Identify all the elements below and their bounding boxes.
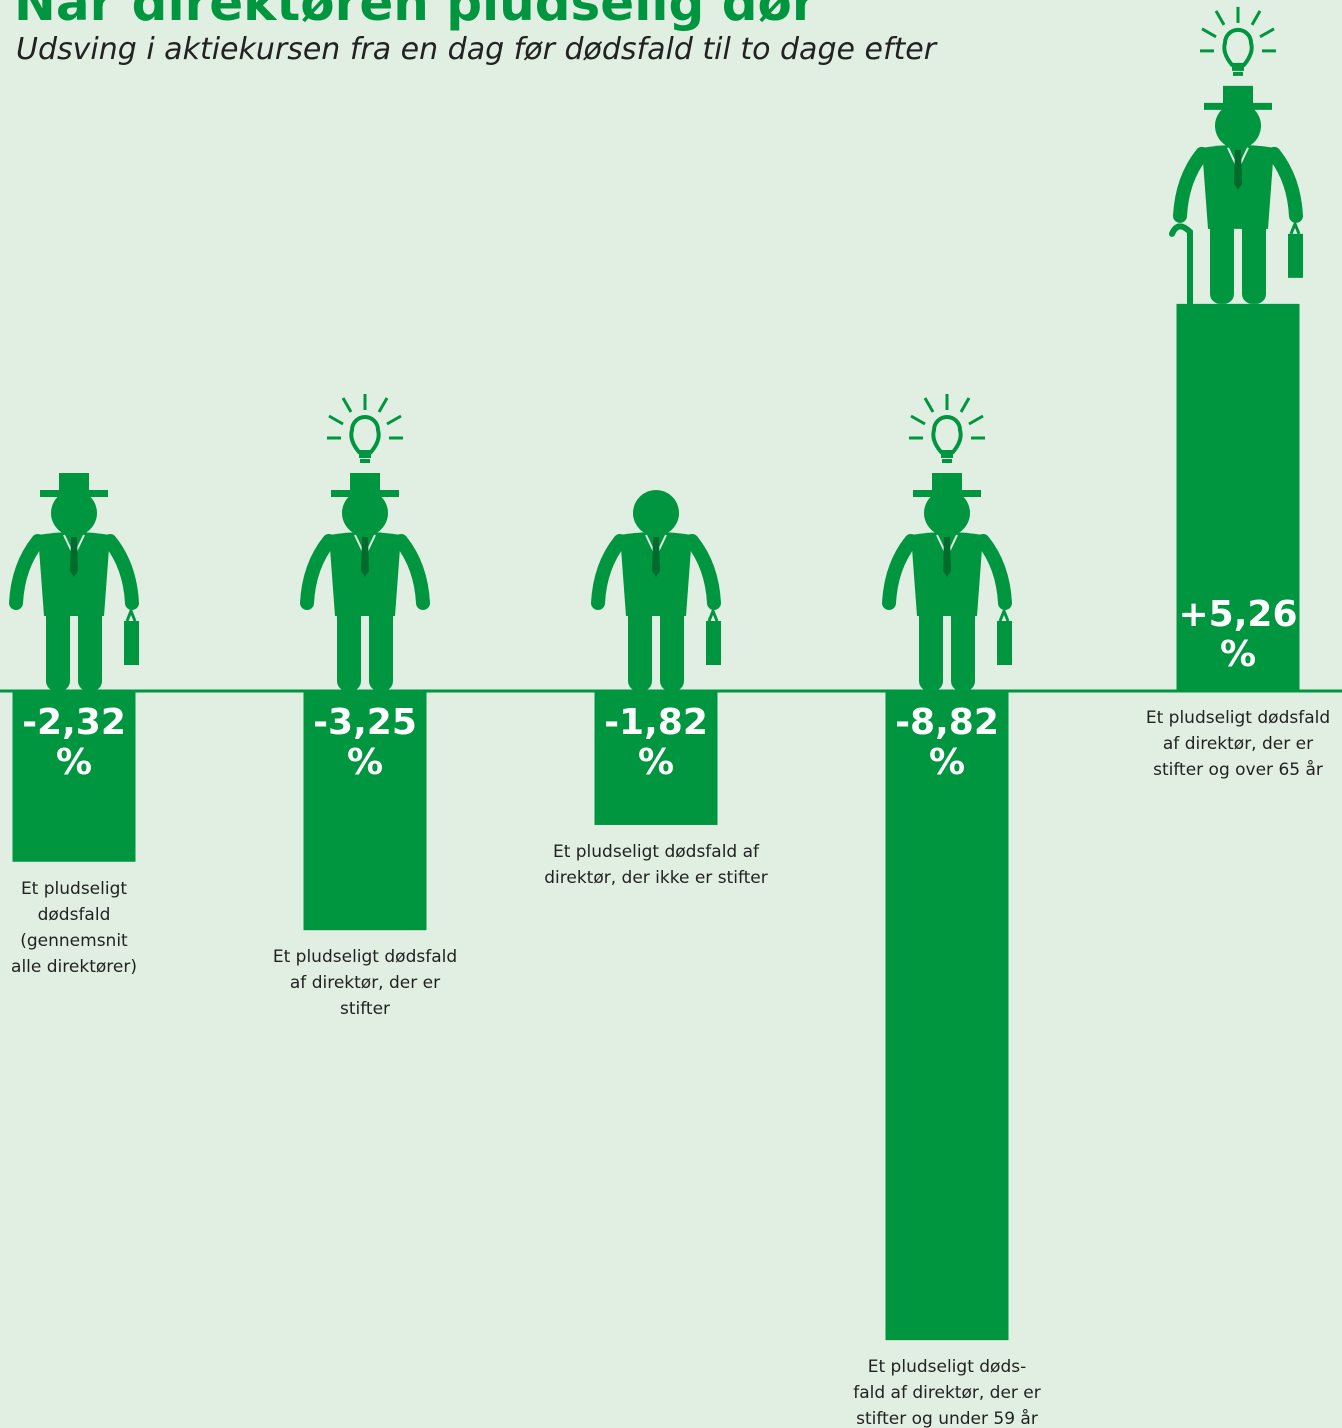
figure-hat-crown — [350, 473, 380, 495]
figure-bag — [706, 621, 721, 665]
figure-tie — [652, 537, 660, 577]
figure-head — [924, 490, 970, 536]
figure-bag — [124, 621, 139, 665]
category-label: Et pludseligt dødsfald (gennemsnit alle … — [11, 878, 137, 977]
figure-hat-brim — [331, 490, 399, 497]
category-label: Et pludseligt dødsfald af direktør, der … — [1145, 708, 1331, 780]
bar — [594, 691, 718, 825]
figure-head — [1215, 102, 1261, 149]
figure-leg — [628, 606, 652, 691]
figure-arms — [1173, 146, 1303, 223]
figure-bag — [1288, 233, 1303, 278]
bar — [885, 691, 1009, 1341]
figure-leg — [369, 606, 393, 691]
figure-tie — [1234, 149, 1242, 190]
figure-bag-handle — [998, 606, 1010, 622]
figure-leg — [660, 606, 684, 691]
value-label: -2,32 % — [22, 702, 126, 783]
value-label: +5,26 % — [1178, 594, 1298, 675]
figure-head — [342, 490, 388, 536]
figure-cane — [1169, 223, 1193, 307]
value-label: -3,25 % — [313, 702, 417, 783]
figure-hat-crown — [932, 473, 962, 495]
figure-arms — [591, 534, 721, 610]
bar — [303, 691, 427, 931]
figure-bag-handle — [125, 606, 137, 622]
value-label: -1,82 % — [604, 702, 708, 783]
figure-leg — [1210, 218, 1234, 304]
figure-arms — [882, 534, 1012, 610]
figure-bulb-rays — [909, 394, 985, 440]
figure-hat-brim — [913, 490, 981, 497]
figure-arms — [300, 534, 430, 610]
figure-hat-brim — [1204, 102, 1272, 110]
figure-leg — [919, 606, 943, 691]
figure-hat-crown — [1223, 85, 1253, 108]
figure-leg — [46, 606, 70, 691]
figure-arms — [9, 534, 139, 610]
figure-bulb — [349, 415, 381, 463]
figure-tie — [943, 537, 951, 577]
figure-bulb — [931, 415, 963, 463]
value-label: -8,82 % — [895, 702, 999, 783]
figure-bag — [997, 621, 1012, 665]
figure-bulb-rays — [1200, 6, 1276, 53]
figure-head — [51, 490, 97, 536]
category-label: Et pludseligt dødsfald af direktør, der … — [272, 947, 458, 1020]
figure-head — [633, 490, 679, 536]
bar — [12, 691, 136, 862]
bar — [1176, 303, 1300, 691]
figure-tie — [361, 537, 369, 577]
figure-hat-brim — [40, 490, 108, 497]
category-label: Et pludseligt dødsfald af direktør, der … — [544, 841, 768, 888]
figure-leg — [337, 606, 361, 691]
figure-bag-handle — [1289, 219, 1301, 235]
figure-bulb-rays — [327, 394, 403, 440]
figure-leg — [78, 606, 102, 691]
figure-tie — [70, 537, 78, 577]
figure-bag-handle — [707, 606, 719, 622]
chart-title: Når direktøren pludselig dør — [14, 0, 817, 32]
category-label: Et pludseligt døds- fald af direktør, de… — [853, 1357, 1041, 1428]
figure-bulb — [1222, 27, 1254, 76]
figure-leg — [951, 606, 975, 691]
figure-hat-crown — [59, 473, 89, 495]
chart-subtitle: Udsving i aktiekursen fra en dag før død… — [16, 32, 937, 67]
figure-leg — [1242, 218, 1266, 304]
